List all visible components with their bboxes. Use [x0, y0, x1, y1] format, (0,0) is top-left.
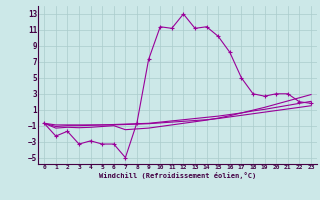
X-axis label: Windchill (Refroidissement éolien,°C): Windchill (Refroidissement éolien,°C): [99, 172, 256, 179]
